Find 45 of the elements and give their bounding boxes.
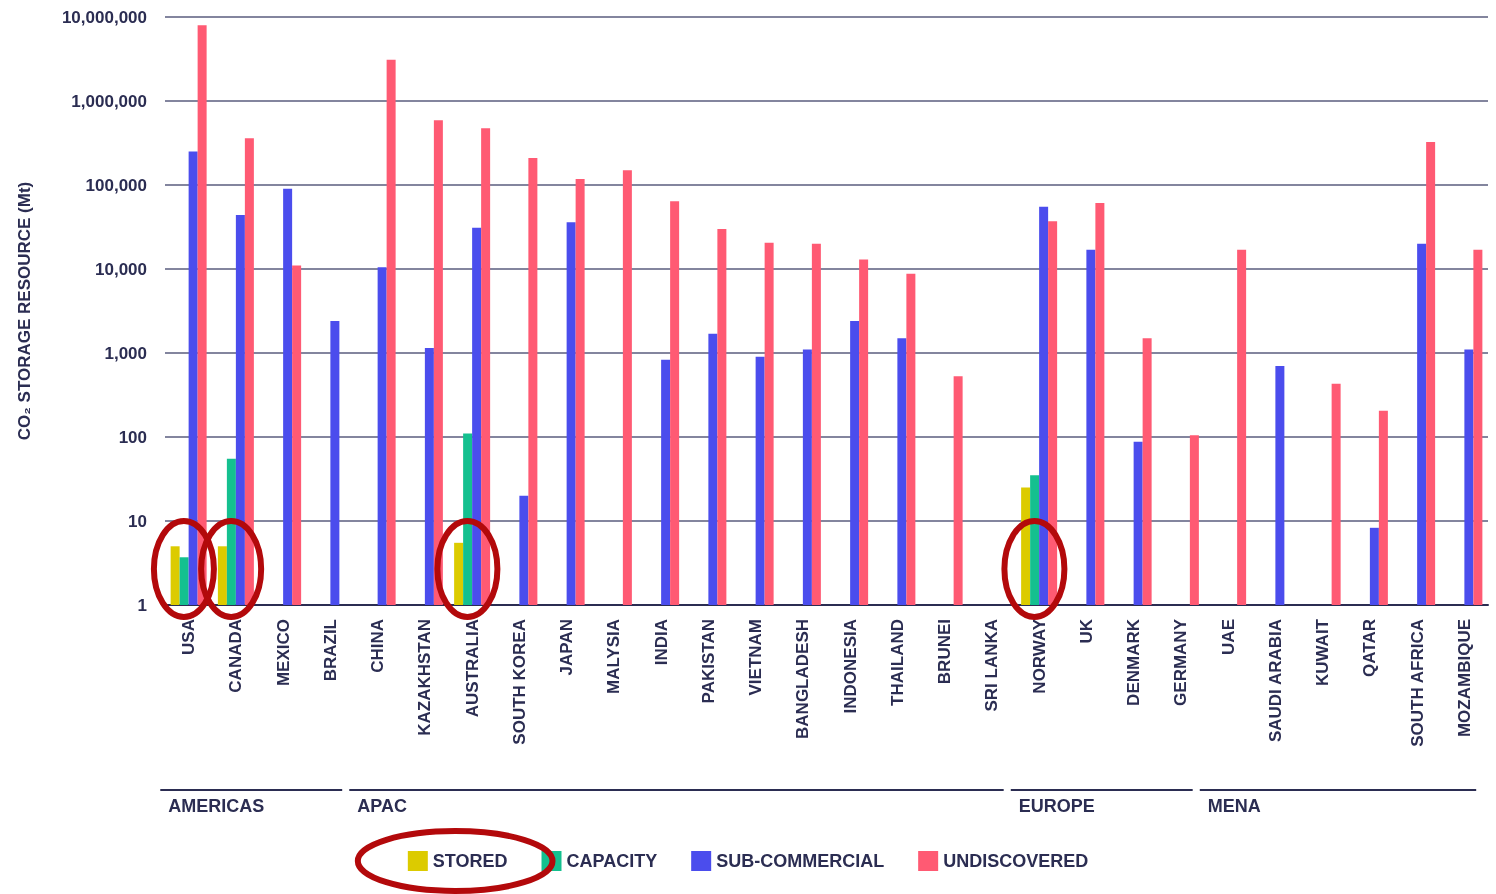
x-tick-label: PAKISTAN: [698, 619, 718, 704]
y-tick-label: 1,000,000: [71, 91, 147, 111]
x-tick-label: GERMANY: [1171, 618, 1191, 706]
x-tick-label: SAUDI ARABIA: [1265, 619, 1285, 743]
legend-label: CAPACITY: [566, 851, 658, 871]
x-tick-label: AUSTRALIA: [462, 619, 482, 718]
text: APAC: [357, 796, 407, 816]
x-tick-label: BRAZIL: [320, 619, 340, 682]
x-tick-label: INDONESIA: [840, 619, 860, 714]
y-tick-label: 10: [128, 511, 147, 531]
x-tick-label: CANADA: [226, 619, 246, 693]
x-tick-label: BRUNEI: [935, 619, 955, 685]
y-tick-label: 10,000,000: [61, 7, 147, 27]
x-tick-label: UK: [1076, 618, 1096, 644]
legend-label: UNDISCOVERED: [943, 851, 1089, 871]
x-tick-label: MOZAMBIQUE: [1454, 619, 1474, 738]
y-tick-label: 10,000: [95, 259, 147, 279]
legend-label: SUB-COMMERCIAL: [716, 851, 885, 871]
x-tick-label: NORWAY: [1029, 618, 1049, 694]
x-tick-label: CHINA: [368, 619, 388, 673]
x-tick-label: VIETNAM: [746, 619, 766, 696]
x-tick-label: KAZAKHSTAN: [415, 619, 435, 736]
x-tick-label: SRI LANKA: [982, 619, 1002, 712]
x-tick-label: SOUTH KOREA: [509, 619, 529, 745]
x-tick-label: SOUTH AFRICA: [1407, 619, 1427, 747]
text: MENA: [1207, 796, 1261, 816]
y-axis-title: CO₂ STORAGE RESOURCE (Mt): [15, 181, 34, 441]
x-tick-label: THAILAND: [887, 619, 907, 706]
y-tick-label: 100,000: [85, 175, 147, 195]
x-tick-label: BANGLADESH: [793, 619, 813, 739]
x-tick-label: MEXICO: [273, 619, 293, 687]
x-tick-label: USA: [179, 619, 199, 655]
x-tick-label: UAE: [1218, 619, 1238, 655]
x-tick-label: KUWAIT: [1313, 618, 1333, 687]
x-tick-label: INDIA: [651, 619, 671, 666]
x-tick-label: JAPAN: [557, 619, 577, 676]
y-tick-label: 1,000: [104, 343, 147, 363]
y-tick-label: 1: [137, 595, 147, 615]
legend-label: STORED: [432, 851, 508, 871]
x-tick-label: QATAR: [1360, 619, 1380, 677]
y-tick-label: 100: [118, 427, 147, 447]
text: AMERICAS: [168, 796, 265, 816]
x-tick-label: MALYSIA: [604, 619, 624, 694]
text: EUROPE: [1018, 796, 1095, 816]
x-tick-label: DENMARK: [1124, 618, 1144, 706]
